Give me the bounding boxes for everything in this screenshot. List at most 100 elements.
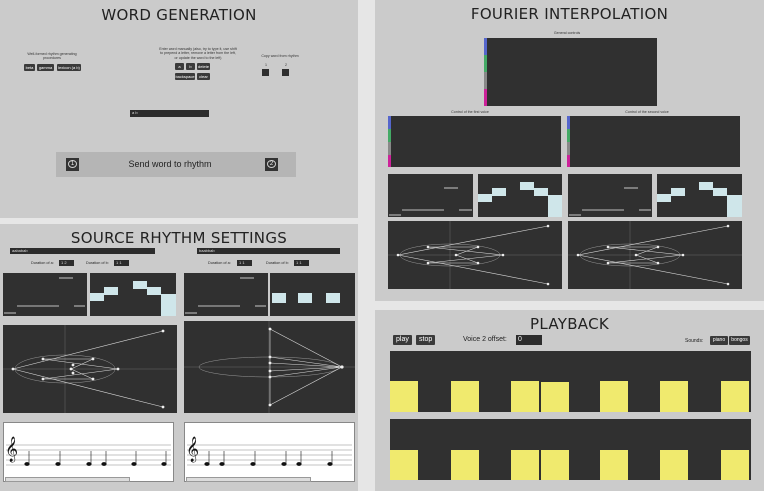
voice-1-control-canvas[interactable] xyxy=(391,116,561,167)
v1-swatch-3 xyxy=(388,142,391,155)
fourier-v2-bar-svg xyxy=(657,182,742,217)
letter-b-button[interactable]: b xyxy=(186,63,195,70)
voice-2-dur-a-label: Duration of a: xyxy=(208,261,231,265)
voice-1-track xyxy=(390,351,751,412)
voice-1-treble-clef-icon: 𝄞 xyxy=(5,437,19,462)
letter-a-button[interactable]: a xyxy=(175,63,184,70)
wellformed-caption: Well-formed rhythm generating procedures xyxy=(27,52,77,61)
voice-2-line-plot-svg xyxy=(185,277,266,314)
voice-1-bar-plot xyxy=(90,273,176,316)
voice-2-polygon-svg xyxy=(184,321,355,413)
piano-button[interactable]: piano xyxy=(710,336,728,345)
source-rhythm-panel: SOURCE RHYTHM SETTINGS aababab Duration … xyxy=(0,224,358,491)
backspace-button[interactable]: backspace xyxy=(175,73,195,80)
word-field[interactable]: a b xyxy=(130,110,209,117)
v2-swatch-2 xyxy=(567,129,570,142)
word-generation-title: WORD GENERATION xyxy=(101,6,257,24)
swatch-1 xyxy=(484,38,487,55)
send-word-bar xyxy=(56,152,296,177)
voice-1-line-plot xyxy=(3,273,87,316)
voice-2-dur-b-label: Duration of b: xyxy=(266,261,289,265)
voice-2-bar-plot-svg xyxy=(272,293,340,303)
playback-title: PLAYBACK xyxy=(529,315,609,333)
copy-voice-2-button[interactable] xyxy=(282,69,289,76)
clear-button[interactable]: clear xyxy=(197,73,210,80)
copy-voice-1-label: 1 xyxy=(265,63,267,67)
swatch-2 xyxy=(484,55,487,72)
fourier-v2-polygon-plot xyxy=(568,221,742,289)
voice-1-dur-a-label: Duration of a: xyxy=(31,261,54,265)
send-voice-1-button[interactable]: 1 xyxy=(66,158,79,171)
v1-swatch-4 xyxy=(388,155,391,167)
copy-voice-2-label: 2 xyxy=(285,63,287,67)
manual-entry-caption: Enter word manually (also, try to type i… xyxy=(159,47,237,60)
fourier-v1-line-svg xyxy=(389,187,472,216)
voice-2-dur-a-field[interactable]: 1 1 xyxy=(237,260,252,266)
voice-2-polygon-plot xyxy=(184,321,355,413)
voice-1-dur-a-field[interactable]: 1 2 xyxy=(59,260,74,266)
voice-1-polygon-svg xyxy=(3,325,177,413)
voice-2-control-caption: Control of the second voice xyxy=(625,110,669,114)
delete-button[interactable]: delete xyxy=(197,63,210,70)
copy-word-caption: Copy word from rhythm xyxy=(261,54,299,58)
voice-1-score-scrollbar[interactable] xyxy=(5,477,130,482)
fourier-v2-line-svg xyxy=(569,187,651,216)
v1-swatch-2 xyxy=(388,129,391,142)
fourier-v2-polygon-svg xyxy=(568,221,742,289)
sounds-label: Sounds: xyxy=(685,338,704,344)
voice-2-bar-plot xyxy=(270,273,355,316)
v2-swatch-1 xyxy=(567,116,570,129)
fourier-v1-line-plot xyxy=(388,174,473,217)
voice-1-line-plot-svg xyxy=(4,277,85,314)
send-word-label[interactable]: Send word to rhythm xyxy=(128,159,212,169)
v2-swatch-4 xyxy=(567,155,570,167)
fourier-v1-bar-svg xyxy=(478,182,562,217)
procedure-beta-button[interactable]: beta xyxy=(24,64,35,71)
voice-1-control-caption: Control of the first voice xyxy=(451,110,489,114)
swatch-3 xyxy=(484,72,487,89)
offset-field[interactable]: 0 xyxy=(516,335,542,345)
word-generation-panel: WORD GENERATION Well-formed rhythm gener… xyxy=(0,0,358,218)
general-swatches xyxy=(484,38,487,106)
fourier-v2-bar-plot xyxy=(657,174,742,217)
fourier-v2-line-plot xyxy=(568,174,652,217)
send-voice-2-button[interactable]: 2 xyxy=(265,158,278,171)
general-controls-canvas[interactable] xyxy=(487,38,657,106)
v2-swatch-3 xyxy=(567,142,570,155)
send-voice-1-label: 1 xyxy=(67,160,78,168)
voice-1-dur-b-field[interactable]: 1 1 xyxy=(114,260,129,266)
voice-2-line-plot xyxy=(184,273,268,316)
voice-1-track-svg xyxy=(390,381,749,412)
bongos-button[interactable]: bongos xyxy=(729,336,750,345)
voice-2-track xyxy=(390,419,751,480)
voice-1-bar-plot-svg xyxy=(90,281,176,316)
offset-label: Voice 2 offset: xyxy=(463,336,507,343)
v1-swatch-1 xyxy=(388,116,391,129)
voice-2-track-svg xyxy=(390,450,749,480)
source-rhythm-title: SOURCE RHYTHM SETTINGS xyxy=(70,229,288,247)
voice-1-word-field[interactable]: aababab xyxy=(10,248,155,254)
voice-2-treble-clef-icon: 𝄞 xyxy=(186,437,200,462)
voice-2-dur-b-field[interactable]: 1 1 xyxy=(294,260,309,266)
procedure-lexicon-button[interactable]: lexicon (a b) xyxy=(57,64,81,71)
stop-button[interactable]: stop xyxy=(416,335,436,345)
voice-1-polygon-plot xyxy=(3,325,177,413)
procedure-gamma-button[interactable]: gamma xyxy=(37,64,54,71)
voice-2-control-canvas[interactable] xyxy=(570,116,740,167)
fourier-v1-polygon-plot xyxy=(388,221,562,289)
voice-2-word-field[interactable]: baabbab xyxy=(197,248,340,254)
voice-2-swatches xyxy=(567,116,570,167)
playback-panel: PLAYBACK play stop Voice 2 offset: 0 Sou… xyxy=(375,310,764,491)
copy-voice-1-button[interactable] xyxy=(262,69,269,76)
send-voice-2-label: 2 xyxy=(266,160,277,168)
voice-1-staff-svg xyxy=(6,444,171,466)
voice-1-swatches xyxy=(388,116,391,167)
voice-1-dur-b-label: Duration of b: xyxy=(86,261,109,265)
fourier-v1-bar-plot xyxy=(478,174,562,217)
play-button[interactable]: play xyxy=(393,335,412,345)
voice-1-score: 𝄞 xyxy=(3,422,174,482)
voice-2-score-scrollbar[interactable] xyxy=(186,477,311,482)
fourier-title: FOURIER INTERPOLATION xyxy=(470,5,669,23)
general-controls-caption: General controls xyxy=(553,31,581,35)
swatch-4 xyxy=(484,89,487,106)
